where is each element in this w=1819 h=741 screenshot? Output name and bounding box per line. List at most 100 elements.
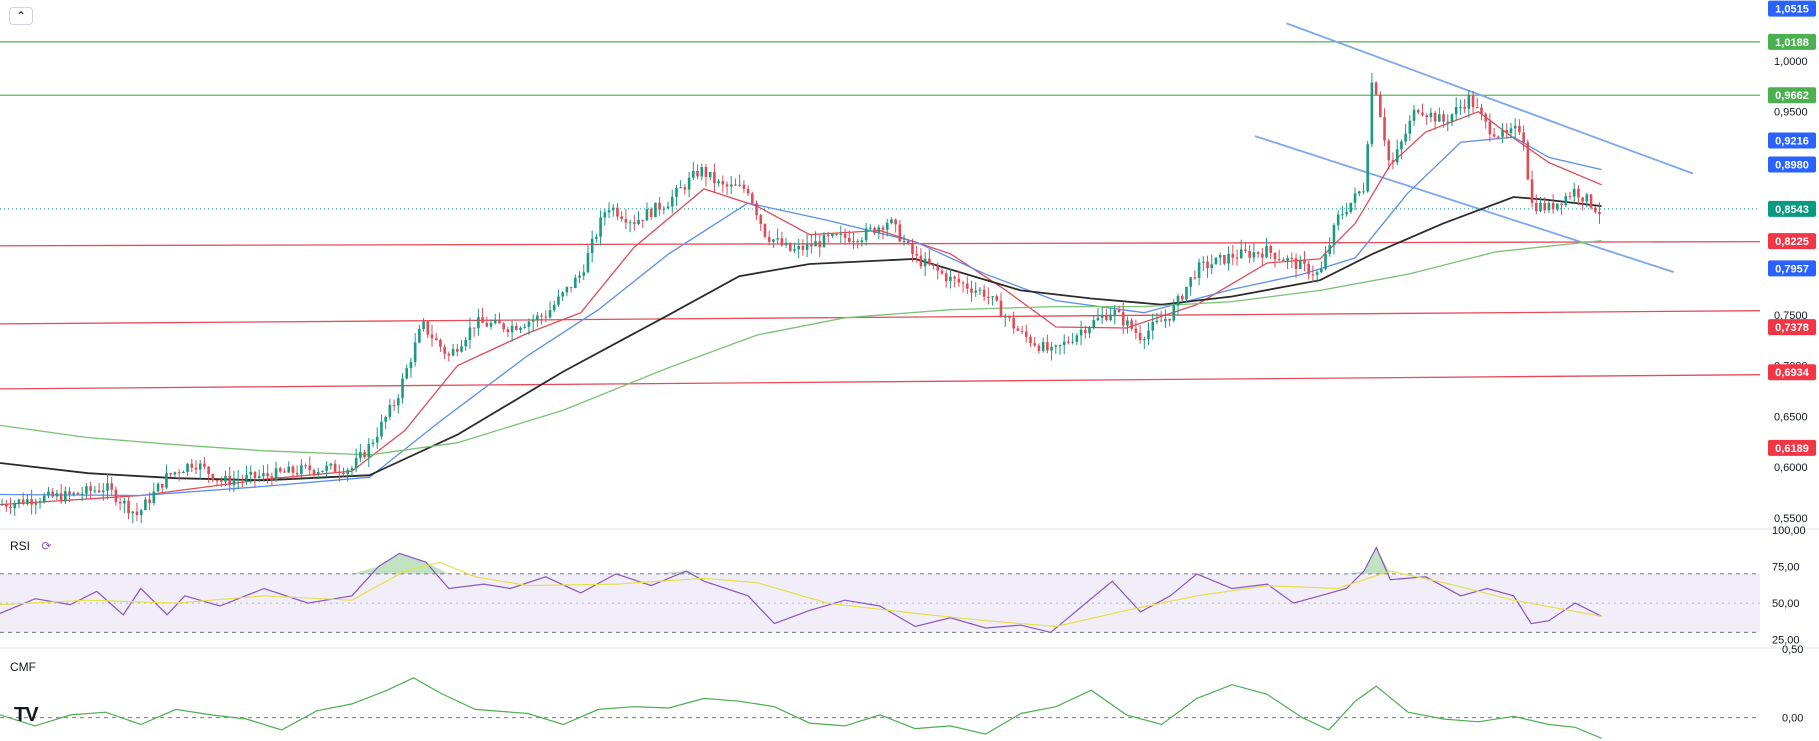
- candle: [1379, 94, 1382, 117]
- price-badge-bg-5: [1768, 200, 1816, 217]
- candle: [380, 421, 383, 437]
- candle: [788, 242, 792, 251]
- candle: [1121, 312, 1125, 326]
- price-axis-tick-2: 0,7500: [1774, 310, 1808, 322]
- candle: [1454, 107, 1458, 115]
- candle: [590, 238, 594, 253]
- candle: [464, 339, 468, 347]
- collapse-panel-button[interactable]: ⌃: [9, 7, 33, 25]
- candle: [337, 471, 341, 473]
- candle: [169, 473, 172, 475]
- candle: [72, 492, 76, 495]
- channel-trendline-0[interactable]: [1286, 22, 1694, 175]
- candle: [759, 215, 763, 224]
- candle: [1522, 132, 1525, 143]
- candle: [1075, 335, 1079, 342]
- channel-trendline-1[interactable]: [1254, 135, 1675, 273]
- candle: [114, 489, 118, 503]
- candle: [241, 479, 244, 481]
- candle: [658, 202, 661, 210]
- support-level-2: [0, 374, 1761, 390]
- candle: [1214, 257, 1218, 265]
- rsi-label-group[interactable]: RSI ⟳: [10, 539, 51, 553]
- candle: [1530, 179, 1534, 203]
- candle: [839, 233, 843, 235]
- candle: [582, 272, 586, 276]
- price-badge-bg-8: [1768, 319, 1816, 336]
- candle: [734, 184, 737, 186]
- rsi-overbought-fill: [378, 553, 400, 574]
- rsi-axis-tick-3: 25,00: [1772, 635, 1800, 647]
- candle: [127, 500, 130, 514]
- candle: [944, 273, 948, 282]
- candle: [405, 368, 409, 379]
- candle: [131, 511, 135, 514]
- candle: [1071, 341, 1074, 343]
- candle: [1332, 225, 1336, 246]
- candle: [1159, 320, 1163, 322]
- candle: [97, 490, 101, 493]
- candle: [253, 471, 257, 479]
- candle: [21, 499, 25, 504]
- candle: [1172, 305, 1176, 321]
- candle: [287, 466, 291, 473]
- candle: [1054, 345, 1058, 347]
- rsi-label: RSI: [10, 539, 31, 553]
- candle: [219, 480, 223, 482]
- candle: [721, 181, 725, 185]
- candle: [1505, 129, 1509, 133]
- refresh-icon[interactable]: ⟳: [41, 539, 52, 553]
- candle: [999, 300, 1003, 318]
- rsi-overbought-fill: [1346, 570, 1364, 574]
- candle: [717, 181, 720, 184]
- candle: [1277, 259, 1281, 261]
- candle: [232, 479, 236, 485]
- candle: [26, 499, 29, 504]
- candle: [173, 472, 177, 475]
- candle: [911, 242, 914, 254]
- candle: [565, 287, 569, 293]
- rsi-overbought-fill: [1376, 547, 1391, 574]
- candle: [278, 468, 282, 472]
- candle: [1564, 196, 1568, 205]
- candle: [852, 241, 855, 243]
- candle: [894, 219, 897, 225]
- candle: [1105, 315, 1108, 321]
- candle: [312, 470, 316, 475]
- candle: [1425, 115, 1428, 118]
- cmf-label: CMF: [10, 660, 36, 674]
- candle: [784, 242, 788, 246]
- candle: [321, 470, 324, 472]
- candle: [1480, 107, 1483, 114]
- candle: [995, 296, 999, 301]
- candle: [835, 233, 838, 235]
- candle: [957, 278, 961, 283]
- candle: [447, 353, 451, 356]
- candle: [354, 458, 358, 469]
- candle: [80, 493, 84, 495]
- candle: [919, 255, 923, 267]
- candle: [949, 276, 952, 282]
- candle: [1543, 202, 1547, 211]
- candle: [375, 436, 379, 443]
- candle: [160, 483, 164, 488]
- candle: [350, 468, 354, 471]
- candle: [1117, 310, 1121, 313]
- candle: [940, 270, 944, 274]
- candle: [110, 483, 113, 490]
- candle: [713, 172, 716, 184]
- tradingview-logo: TV: [14, 704, 39, 726]
- candle: [708, 172, 712, 178]
- candle: [1526, 142, 1530, 180]
- candle: [1282, 259, 1285, 261]
- candle: [1239, 249, 1243, 259]
- candle: [182, 471, 185, 474]
- candle: [531, 319, 535, 322]
- candle: [683, 187, 687, 190]
- candle: [1412, 109, 1416, 121]
- price-badge-9: 0,6934: [1775, 367, 1810, 379]
- candle: [249, 471, 253, 475]
- candle: [144, 499, 147, 511]
- candle: [860, 240, 864, 243]
